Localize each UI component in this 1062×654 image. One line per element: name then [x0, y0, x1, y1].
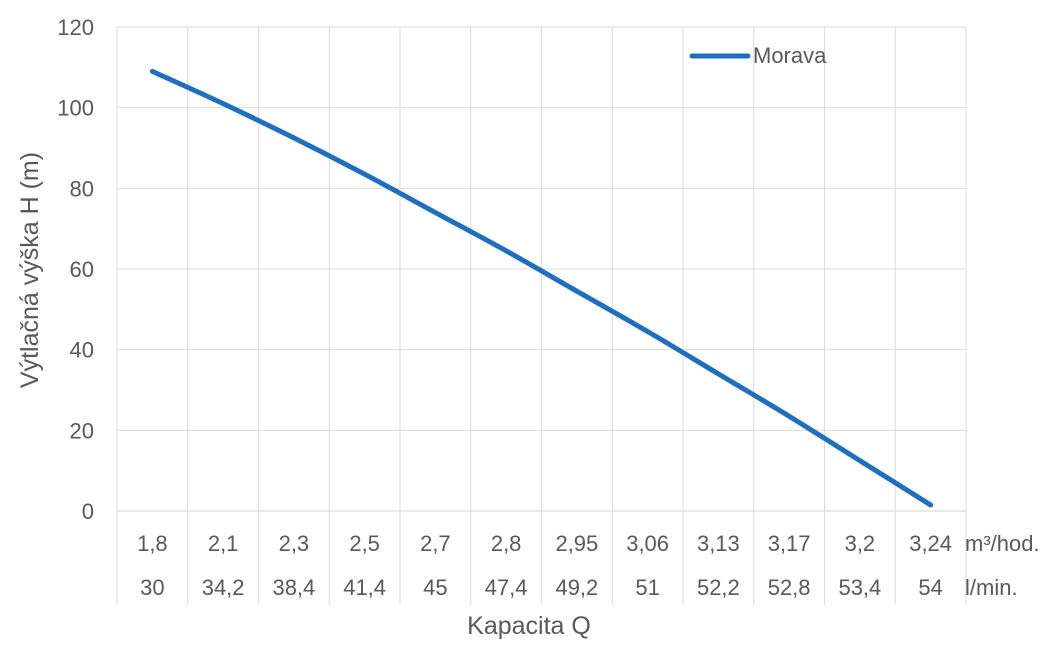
x-tick-label-m3h: 3,17 — [768, 531, 811, 556]
y-tick-label: 100 — [57, 96, 94, 121]
legend-label-morava: Morava — [753, 43, 827, 68]
x-axis-ticks: 1,8 2,1 2,3 2,5 2,7 2,8 2,95 3,06 3,13 3,17 3,2 3,2… — [137, 531, 952, 600]
y-axis-title: Výtlačná výška H (m) — [16, 152, 44, 388]
grid-lines — [116, 26, 967, 605]
x-tick-label-lmin: 51 — [635, 575, 659, 600]
x-tick-label-m3h: 3,2 — [845, 531, 876, 556]
series-line-morava — [149, 68, 934, 508]
y-tick-label: 60 — [70, 257, 94, 282]
x-tick-label-m3h: 2,5 — [349, 531, 380, 556]
x-tick-label-lmin: 41,4 — [343, 575, 386, 600]
x-tick-label-lmin: 53,4 — [838, 575, 881, 600]
x-tick-label-lmin: 30 — [140, 575, 164, 600]
y-axis-ticks: 0 20 40 60 80 100 120 — [57, 15, 94, 524]
y-tick-label: 0 — [82, 499, 94, 524]
x-tick-label-m3h: 3,13 — [697, 531, 740, 556]
x-axis-title: Kapacita Q — [467, 612, 591, 640]
x-tick-label-m3h: 2,8 — [491, 531, 522, 556]
y-tick-label: 20 — [70, 418, 94, 443]
x-tick-label-lmin: 38,4 — [272, 575, 315, 600]
y-tick-label: 40 — [70, 338, 94, 363]
x-tick-label-lmin: 45 — [423, 575, 447, 600]
x-tick-label-m3h: 3,24 — [909, 531, 952, 556]
x-tick-label-lmin: 54 — [918, 575, 942, 600]
x-tick-label-lmin: 52,2 — [697, 575, 740, 600]
x-tick-label-m3h: 2,7 — [420, 531, 451, 556]
x-tick-label-lmin: 49,2 — [555, 575, 598, 600]
x-tick-label-m3h: 2,1 — [208, 531, 239, 556]
x-tick-label-lmin: 47,4 — [485, 575, 528, 600]
x-tick-label-m3h: 1,8 — [137, 531, 168, 556]
x-tick-label-lmin: 52,8 — [768, 575, 811, 600]
series-group — [149, 68, 934, 508]
x-tick-label-m3h: 2,95 — [555, 531, 598, 556]
x-tick-label-m3h: 2,3 — [279, 531, 310, 556]
x-tick-label-m3h: 3,06 — [626, 531, 669, 556]
y-tick-label: 120 — [57, 15, 94, 40]
legend: Morava — [689, 43, 827, 68]
y-tick-label: 80 — [70, 176, 94, 201]
x-tick-label-lmin: 34,2 — [202, 575, 245, 600]
x-unit-lmin-label: l/min. — [965, 575, 1018, 600]
x-unit-m3h-label: m³/hod. — [965, 531, 1040, 556]
